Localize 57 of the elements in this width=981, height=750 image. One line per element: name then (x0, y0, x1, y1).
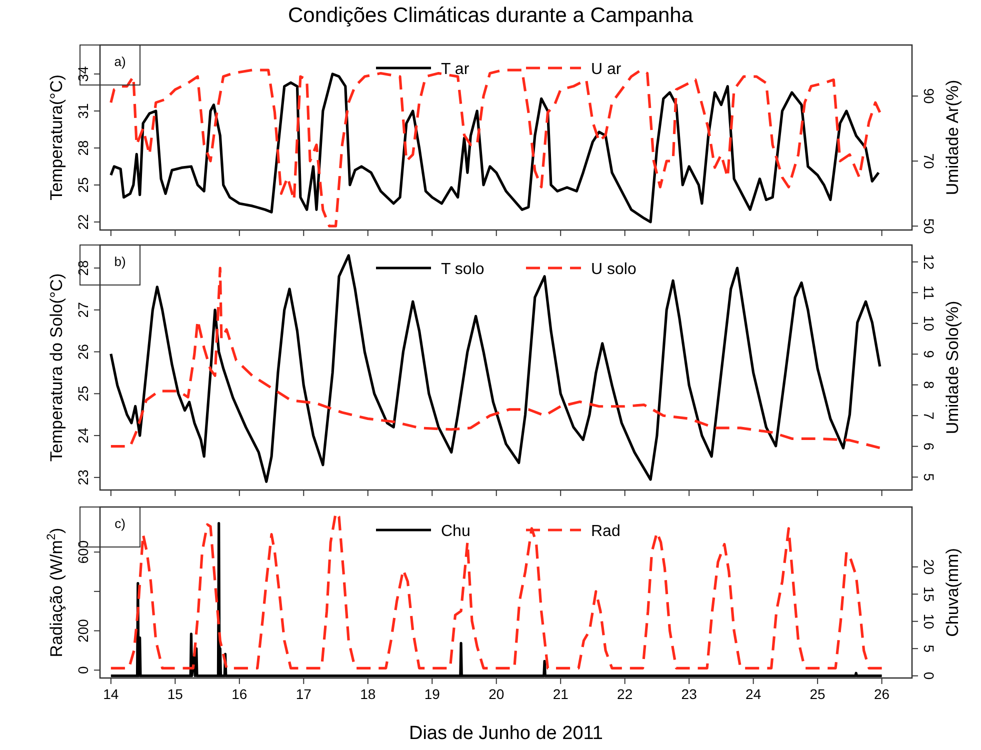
y2-tick-label: 70 (921, 153, 937, 170)
legend-label: U ar (591, 61, 622, 78)
y-axis-title: Temperatura do Solo(°C) (47, 273, 66, 462)
y-axis-title: Temperatura(°C) (47, 74, 66, 200)
y2-tick-label: 90 (921, 88, 937, 104)
y-tick-label: 31 (75, 102, 91, 119)
y2-tick-label: 8 (921, 380, 937, 389)
legend-label: Chu (441, 523, 470, 540)
line-series (110, 254, 882, 483)
y-tick-label: 28 (75, 140, 91, 156)
x-tick-label: 21 (552, 686, 569, 702)
annotation: b) (114, 254, 126, 269)
x-tick-label: 14 (103, 686, 119, 702)
annotation: c) (114, 516, 126, 531)
x-tick-label: 16 (232, 686, 248, 702)
x-tick-label: 17 (296, 686, 312, 702)
x-tick-label: 25 (810, 686, 826, 702)
y2-tick-label: 50 (921, 218, 937, 234)
y2-tick-label: 10 (921, 614, 937, 630)
y2-tick-label: 7 (921, 412, 937, 420)
x-tick-label: 22 (617, 686, 633, 702)
y-tick-label: 27 (75, 302, 91, 318)
y2-tick-label: 6 (921, 442, 937, 450)
y2-tick-label: 5 (921, 644, 937, 653)
x-tick-label: 24 (746, 686, 762, 702)
y-tick-label: 200 (75, 618, 91, 642)
y2-axis-title: Umidade Solo(%) (943, 300, 962, 434)
y-tick-label: 22 (75, 214, 91, 230)
y2-tick-label: 5 (921, 473, 937, 482)
y2-tick-label: 20 (921, 559, 937, 575)
y2-tick-label: 15 (921, 586, 937, 602)
x-tick-label: 15 (167, 686, 184, 702)
x-tick-label: 23 (681, 686, 698, 702)
y2-tick-label: 0 (921, 672, 937, 680)
y2-tick-label: 9 (921, 350, 937, 358)
legend-label: T solo (441, 261, 484, 278)
annotation: a) (114, 54, 126, 69)
x-tick-label: 19 (424, 686, 440, 702)
chart-title: Condições Climáticas durante a Campanha (288, 4, 694, 27)
legend-label: Rad (591, 523, 620, 540)
y-tick-label: 25 (75, 386, 91, 402)
y-tick-label: 24 (75, 428, 91, 444)
legend-label: U solo (591, 261, 636, 278)
y2-tick-label: 10 (921, 316, 937, 332)
legend-label: T ar (441, 61, 470, 78)
x-tick-label: 26 (874, 686, 890, 702)
y-tick-label: 23 (75, 469, 91, 486)
y2-axis-title: Chuva(mm) (943, 548, 962, 637)
y-tick-label: 26 (75, 344, 91, 360)
x-axis-title: Dias de Junho de 2011 (408, 723, 604, 744)
y-tick-label: 25 (75, 176, 91, 193)
x-tick-label: 18 (360, 686, 376, 702)
y2-tick-label: 11 (921, 285, 937, 300)
y2-axis-title: Umidade Ar(%) (943, 80, 962, 196)
x-tick-label: 20 (488, 686, 504, 702)
y2-tick-label: 12 (921, 254, 937, 270)
y-tick-label: 0 (75, 666, 91, 674)
